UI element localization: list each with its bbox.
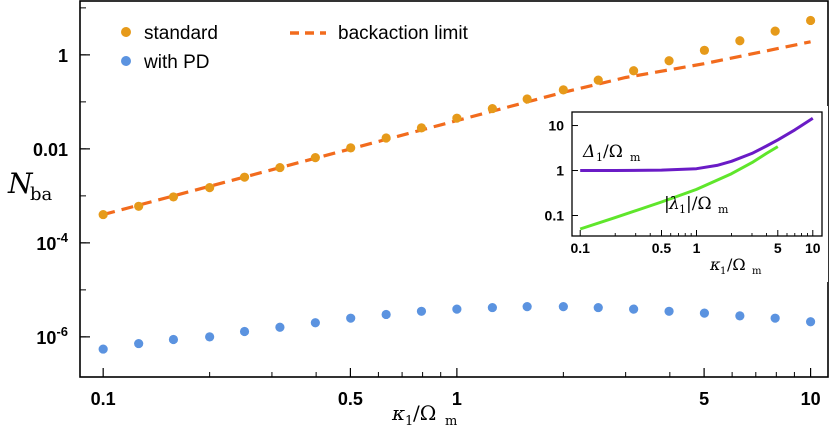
inset-x-tick-label: 1 [693, 240, 701, 256]
svg-text:1: 1 [405, 414, 413, 429]
svg-text:λ: λ [668, 194, 680, 214]
with-pd-point [629, 304, 639, 314]
inset-lambda-line [579, 145, 779, 231]
svg-text:/Ω: /Ω [603, 142, 623, 162]
main-series [98, 15, 816, 354]
legend-standard-label: standard [144, 23, 218, 44]
standard-point [735, 36, 745, 46]
inset-x-tick-label: 10 [805, 240, 821, 256]
standard-point [381, 133, 391, 143]
with-pd-point [416, 306, 427, 316]
x-tick-label: 0.1 [91, 389, 116, 409]
standard-point [522, 94, 532, 104]
x-axis-label: κ 1 /Ω m [391, 401, 457, 429]
with-pd-point [98, 344, 108, 354]
standard-point [770, 26, 780, 36]
with-pd-point [558, 302, 568, 312]
inset-y-tick-label: 0.1 [545, 207, 565, 223]
svg-text:/Ω: /Ω [727, 255, 746, 274]
x-tick-label: 10 [801, 389, 821, 409]
inset-y-tick-label: 1 [556, 163, 564, 179]
svg-text:|/Ω: |/Ω [686, 194, 712, 214]
svg-text:m: m [445, 414, 457, 429]
main-ticks: 0.1 0.5 1 5 10 10-6 10-4 0.01 1 [33, 7, 821, 409]
inset-series [579, 117, 814, 231]
svg-text:κ: κ [391, 401, 405, 425]
standard-point [593, 75, 603, 85]
svg-text:|: | [664, 194, 670, 214]
svg-text:1: 1 [596, 151, 603, 164]
svg-text:N: N [7, 167, 34, 200]
standard-point [98, 209, 108, 220]
standard-point [275, 162, 285, 173]
y-axis-label: N ba [7, 167, 53, 205]
with-pd-point [134, 338, 144, 349]
backaction-limit-line [102, 40, 811, 217]
inset-y-tick-label: 10 [548, 118, 564, 134]
inset-x-tick-label: 0.1 [570, 240, 590, 256]
standard-point [699, 45, 710, 55]
inset-delta-line [580, 117, 814, 172]
with-pd-point [168, 334, 179, 345]
standard-point [205, 182, 215, 193]
standard-point [310, 153, 320, 163]
svg-text:m: m [718, 203, 729, 216]
inset-x-tick-label: 0.5 [652, 240, 672, 256]
inset-annotation-delta: Δ 1 /Ω m [582, 142, 641, 164]
x-tick-label: 5 [699, 389, 709, 409]
x-tick-label: 0.5 [338, 389, 363, 409]
standard-point [487, 103, 497, 114]
with-pd-point [699, 308, 710, 318]
with-pd-point [805, 317, 816, 327]
standard-point [134, 201, 144, 211]
x-tick-label: 1 [452, 389, 462, 409]
standard-point [629, 66, 639, 76]
y-tick-label: 0.01 [33, 140, 68, 160]
legend-with-pd-marker [121, 56, 131, 66]
with-pd-point [664, 306, 674, 316]
svg-text:κ: κ [709, 255, 721, 274]
svg-text:1: 1 [720, 266, 726, 277]
svg-text:Δ: Δ [582, 142, 595, 162]
legend-with-pd-label: with PD [143, 52, 209, 73]
legend-backaction-label: backaction limit [338, 23, 469, 44]
with-pd-point [205, 332, 215, 342]
with-pd-point [770, 313, 780, 323]
with-pd-point [487, 302, 497, 313]
inset-annotation-lambda: | λ 1 |/Ω m [664, 194, 729, 216]
inset-x-axis-label: κ 1 /Ω m [709, 255, 762, 277]
with-pd-point [735, 311, 745, 321]
standard-point [664, 56, 674, 66]
with-pd-point [275, 322, 285, 332]
standard-point [239, 172, 250, 182]
standard-point [558, 85, 568, 95]
with-pd-point [239, 326, 250, 337]
with-pd-point [310, 318, 320, 328]
y-tick-label: 10-4 [36, 230, 68, 254]
svg-text:m: m [630, 151, 641, 164]
inset-frame [571, 111, 823, 237]
standard-point [452, 113, 462, 123]
svg-text:m: m [752, 266, 762, 277]
legend: standard with PD backaction limit [121, 23, 469, 73]
standard-point [805, 15, 816, 26]
y-tick-label: 1 [58, 46, 68, 66]
standard-point [346, 143, 356, 153]
with-pd-point [593, 302, 603, 313]
y-tick-label: 10-6 [36, 324, 68, 348]
inset-ticks: 0.1 0.5 1 5 10 0.1 1 10 [545, 118, 821, 256]
with-pd-point [346, 313, 356, 323]
with-pd-point [452, 304, 462, 314]
with-pd-point [381, 309, 391, 320]
legend-standard-marker [121, 27, 131, 37]
inset-x-tick-label: 5 [774, 240, 782, 256]
inset-plot: 0.1 0.5 1 5 10 0.1 1 10 Δ 1 /Ω m | λ 1 |/Ω m κ … [532, 106, 828, 282]
svg-text:ba: ba [30, 184, 53, 205]
svg-text:1: 1 [679, 203, 686, 216]
with-pd-point [522, 302, 532, 312]
standard-point [168, 192, 179, 202]
svg-text:/Ω: /Ω [413, 401, 436, 425]
standard-point [416, 123, 427, 133]
